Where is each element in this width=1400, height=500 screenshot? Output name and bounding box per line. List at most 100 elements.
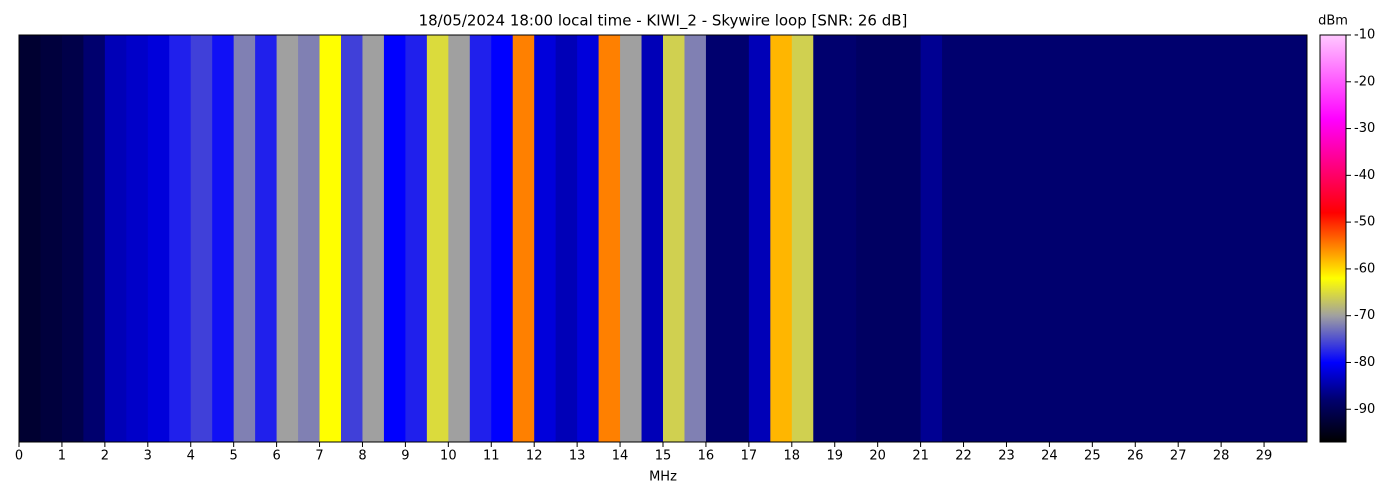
- heatmap-cell: [426, 35, 449, 442]
- heatmap-cell: [856, 35, 879, 442]
- colorbar-tick-label: -90: [1354, 402, 1375, 417]
- x-tick-label: 10: [440, 449, 457, 464]
- heatmap-cell: [577, 35, 600, 442]
- heatmap-cell: [341, 35, 363, 442]
- heatmap-cell: [663, 35, 685, 442]
- heatmap-cell: [1027, 35, 1050, 442]
- heatmap-cell: [1092, 35, 1115, 442]
- heatmap-cell: [276, 35, 299, 442]
- x-tick-label: 28: [1213, 449, 1230, 464]
- heatmap-cell: [126, 35, 149, 442]
- x-tick-label: 18: [784, 449, 801, 464]
- colorbar-tick-label: -20: [1354, 74, 1375, 89]
- heatmap-cell: [942, 35, 965, 442]
- x-tick-label: 12: [526, 449, 543, 464]
- x-tick-label: 22: [955, 449, 972, 464]
- x-axis-label: MHz: [649, 470, 677, 485]
- heatmap-cell: [1178, 35, 1201, 442]
- heatmap-cell: [1113, 35, 1136, 442]
- heatmap-cell: [1242, 35, 1265, 442]
- heatmap-cell: [813, 35, 836, 442]
- heatmap-cell: [1006, 35, 1029, 442]
- heatmap-cell: [1156, 35, 1179, 442]
- heatmap-cell: [534, 35, 557, 442]
- x-tick-label: 13: [569, 449, 586, 464]
- x-tick-label: 24: [1041, 449, 1058, 464]
- heatmap-cell: [620, 35, 643, 442]
- colorbar-tick-label: -30: [1354, 121, 1375, 136]
- heatmap-cell: [1135, 35, 1158, 442]
- heatmap-cell: [1285, 35, 1308, 442]
- heatmap-cell: [255, 35, 278, 442]
- heatmap-cell: [598, 35, 621, 442]
- chart-title: 18/05/2024 18:00 local time - KIWI_2 - S…: [419, 12, 908, 31]
- heatmap-cell: [319, 35, 342, 442]
- heatmap-cell: [104, 35, 127, 442]
- heatmap-cell: [985, 35, 1007, 442]
- colorbar-tick-label: -60: [1354, 261, 1375, 276]
- colorbar-tick-label: -80: [1354, 355, 1375, 370]
- colorbar: [1319, 34, 1347, 443]
- x-tick-label: 21: [912, 449, 929, 464]
- x-tick-label: 26: [1127, 449, 1144, 464]
- heatmap-cell: [705, 35, 728, 442]
- heatmap-cell: [147, 35, 170, 442]
- heatmap-cell: [61, 35, 84, 442]
- colorbar-label: dBm: [1318, 14, 1348, 29]
- colorbar-tick-label: -70: [1354, 308, 1375, 323]
- x-tick-label: 19: [826, 449, 843, 464]
- heatmap-cell: [899, 35, 922, 442]
- x-tick-label: 4: [187, 449, 195, 464]
- heatmap-cell: [512, 35, 535, 442]
- heatmap-cell: [834, 35, 857, 442]
- x-tick-label: 7: [315, 449, 323, 464]
- heatmap-cell: [748, 35, 771, 442]
- heatmap-cell: [963, 35, 986, 442]
- x-tick-label: 1: [58, 449, 66, 464]
- x-tick-label: 3: [144, 449, 152, 464]
- heatmap-cell: [641, 35, 664, 442]
- x-tick-label: 20: [869, 449, 886, 464]
- heatmap-cell: [555, 35, 578, 442]
- heatmap-cell: [770, 35, 793, 442]
- x-tick-label: 14: [612, 449, 629, 464]
- heatmap-cell: [19, 35, 41, 442]
- heatmap-cell: [1049, 35, 1072, 442]
- heatmap-cell: [1264, 35, 1287, 442]
- heatmap-cell: [169, 35, 192, 442]
- heatmap-cell: [40, 35, 63, 442]
- colorbar-tick-label: -10: [1354, 28, 1375, 43]
- heatmap-cell: [83, 35, 106, 442]
- heatmap-cell: [469, 35, 492, 442]
- heatmap-cell: [877, 35, 900, 442]
- heatmap-cell: [1199, 35, 1222, 442]
- x-tick-label: 11: [483, 449, 500, 464]
- heatmap-cell: [727, 35, 750, 442]
- heatmap-cell: [491, 35, 514, 442]
- heatmap-cell: [791, 35, 814, 442]
- x-tick-label: 29: [1256, 449, 1273, 464]
- heatmap-cell: [383, 35, 406, 442]
- heatmap-cell: [233, 35, 256, 442]
- heatmap-cell: [362, 35, 385, 442]
- x-tick-label: 2: [101, 449, 109, 464]
- heatmap-cell: [1070, 35, 1093, 442]
- x-tick-label: 6: [272, 449, 280, 464]
- heatmap-cell: [298, 35, 321, 442]
- heatmap-cell: [190, 35, 213, 442]
- x-tick-label: 0: [15, 449, 23, 464]
- x-tick-label: 25: [1084, 449, 1101, 464]
- heatmap-cell: [448, 35, 471, 442]
- x-tick-label: 17: [741, 449, 758, 464]
- heatmap-cell: [920, 35, 943, 442]
- x-tick-label: 16: [698, 449, 715, 464]
- x-tick-label: 15: [655, 449, 672, 464]
- colorbar-tick-label: -40: [1354, 168, 1375, 183]
- heatmap-cell: [1221, 35, 1244, 442]
- x-tick-label: 9: [401, 449, 409, 464]
- x-tick-label: 27: [1170, 449, 1187, 464]
- colorbar-tick-label: -50: [1354, 215, 1375, 230]
- x-tick-label: 23: [998, 449, 1015, 464]
- heatmap-cell: [212, 35, 235, 442]
